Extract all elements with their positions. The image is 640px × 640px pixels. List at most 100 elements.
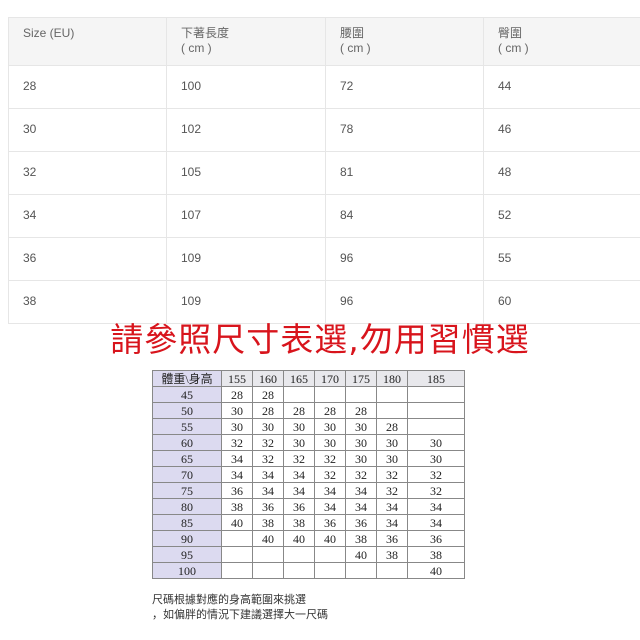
column-header: 腰圍( cm ): [325, 17, 484, 66]
size-cell: 32: [314, 466, 346, 483]
table-row: 36 109 96 55: [8, 237, 640, 281]
chart-row: 75 36 34 34 34 34 32 32: [152, 482, 465, 499]
table-row: 38 109 96 60: [8, 280, 640, 324]
size-cell: [283, 546, 315, 563]
table-row: 34 107 84 52: [8, 194, 640, 238]
size-cell: 36: [345, 514, 377, 531]
height-header: 170: [314, 370, 346, 387]
size-cell: [376, 402, 408, 419]
size-cell: 32: [252, 434, 284, 451]
size-cell: 34: [221, 466, 253, 483]
size-cell: 32: [376, 466, 408, 483]
size-cell: 30: [345, 434, 377, 451]
size-cell: 30: [314, 434, 346, 451]
size-cell: 40: [221, 514, 253, 531]
size-cell: [345, 386, 377, 403]
size-cell: 38: [221, 498, 253, 515]
weight-cell: 100: [152, 562, 222, 579]
size-cell: 28: [376, 418, 408, 435]
size-cell: [221, 546, 253, 563]
header-unit: ( cm ): [181, 41, 212, 55]
weight-cell: 55: [152, 418, 222, 435]
size-cell: 34: [407, 498, 465, 515]
size-cell: [407, 402, 465, 419]
table-cell: 32: [8, 151, 167, 195]
size-cell: [221, 530, 253, 547]
size-cell: 30: [221, 402, 253, 419]
table-cell: 30: [8, 108, 167, 152]
table-cell: 48: [483, 151, 640, 195]
size-cell: 28: [283, 402, 315, 419]
header-label: 下著長度: [181, 26, 230, 40]
size-cell: 32: [345, 466, 377, 483]
size-cell: 36: [376, 530, 408, 547]
size-cell: [376, 386, 408, 403]
size-cell: 38: [376, 546, 408, 563]
size-cell: 34: [252, 482, 284, 499]
size-cell: 38: [407, 546, 465, 563]
weight-cell: 95: [152, 546, 222, 563]
header-label: 臀圍: [498, 26, 523, 40]
size-cell: 36: [252, 498, 284, 515]
height-header: 180: [376, 370, 408, 387]
height-header: 155: [221, 370, 253, 387]
table-header-row: Size (EU) 下著長度( cm ) 腰圍( cm ) 臀圍( cm ): [8, 17, 640, 66]
chart-row: 85 40 38 38 36 36 34 34: [152, 514, 465, 531]
size-cell: 34: [283, 482, 315, 499]
size-cell: 30: [283, 434, 315, 451]
size-cell: [345, 562, 377, 579]
size-cell: 36: [221, 482, 253, 499]
size-cell: 32: [407, 482, 465, 499]
size-cell: 28: [314, 402, 346, 419]
size-cell: 34: [283, 466, 315, 483]
table-row: 32 105 81 48: [8, 151, 640, 195]
size-advice-slogan: 請參照尺寸表選,勿用習慣選: [110, 320, 530, 359]
size-cell: 34: [407, 514, 465, 531]
table-cell: 55: [483, 237, 640, 281]
size-cell: 32: [283, 450, 315, 467]
table-cell: 34: [8, 194, 167, 238]
size-cell: 30: [345, 418, 377, 435]
size-cell: 34: [314, 498, 346, 515]
table-cell: 72: [325, 65, 484, 109]
size-cell: 32: [407, 466, 465, 483]
size-cell: 40: [345, 546, 377, 563]
size-cell: 34: [221, 450, 253, 467]
size-cell: [407, 418, 465, 435]
weight-cell: 85: [152, 514, 222, 531]
chart-row: 100 40: [152, 562, 465, 579]
size-cell: 34: [252, 466, 284, 483]
table-cell: 96: [325, 280, 484, 324]
table-cell: 100: [166, 65, 326, 109]
size-cell: [283, 562, 315, 579]
weight-cell: 75: [152, 482, 222, 499]
size-cell: 36: [283, 498, 315, 515]
size-cell: [283, 386, 315, 403]
weight-cell: 45: [152, 386, 222, 403]
height-header: 185: [407, 370, 465, 387]
weight-cell: 50: [152, 402, 222, 419]
table-cell: 96: [325, 237, 484, 281]
size-cell: 30: [283, 418, 315, 435]
chart-row: 70 34 34 34 32 32 32 32: [152, 466, 465, 483]
size-table: Size (EU) 下著長度( cm ) 腰圍( cm ) 臀圍( cm ) 28 10…: [8, 17, 640, 324]
size-cell: [314, 386, 346, 403]
header-label: Size (EU): [23, 26, 75, 40]
chart-row: 60 32 32 30 30 30 30 30: [152, 434, 465, 451]
size-cell: 30: [252, 418, 284, 435]
weight-cell: 80: [152, 498, 222, 515]
note-line: 尺碼根據對應的身高範圍來挑選: [152, 593, 306, 606]
table-cell: 81: [325, 151, 484, 195]
column-header: 下著長度( cm ): [166, 17, 326, 66]
size-cell: 28: [345, 402, 377, 419]
header-unit: ( cm ): [340, 41, 371, 55]
size-cell: [407, 386, 465, 403]
size-cell: [376, 562, 408, 579]
table-cell: 36: [8, 237, 167, 281]
chart-row: 55 30 30 30 30 30 28: [152, 418, 465, 435]
chart-header-row: 體重\身高 155 160 165 170 175 180 185: [152, 370, 465, 387]
size-cell: 30: [407, 434, 465, 451]
table-cell: 109: [166, 237, 326, 281]
header-label: 腰圍: [340, 26, 365, 40]
height-header: 160: [252, 370, 284, 387]
